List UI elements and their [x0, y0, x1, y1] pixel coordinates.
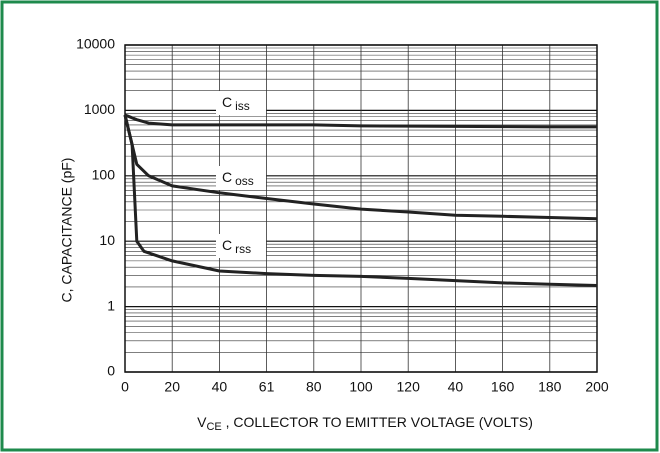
y-tick-label: 1000: [84, 101, 115, 117]
x-tick-label: 40: [212, 379, 228, 395]
x-axis-label: VCE , COLLECTOR TO EMITTER VOLTAGE (VOLT…: [197, 414, 533, 433]
y-tick-label: 10: [99, 232, 115, 248]
series-label-bg: [216, 91, 266, 115]
x-tick-label: 200: [585, 379, 609, 395]
plot-border: [124, 44, 598, 373]
series-label-main: C: [222, 94, 232, 110]
x-tick-label: 120: [397, 379, 421, 395]
series-label-sub: iss: [235, 99, 250, 113]
x-tick-label: 61: [259, 379, 275, 395]
series-label-bg: [216, 166, 266, 190]
x-tick-label: 180: [538, 379, 562, 395]
series-line: [123, 114, 598, 221]
series-label-main: C: [222, 237, 232, 253]
x-tick-label: 100: [349, 379, 373, 395]
y-tick-label: 0: [107, 363, 115, 379]
series-line: [124, 113, 597, 129]
x-label-sub: CE: [206, 421, 221, 433]
series-label-sub: rss: [235, 242, 251, 256]
series-label-sub: oss: [235, 174, 254, 188]
x-label-rest: , COLLECTOR TO EMITTER VOLTAGE (VOLTS): [222, 414, 533, 430]
series-line: [123, 114, 598, 287]
x-tick-label: 20: [164, 379, 180, 395]
x-tick-label: 40: [448, 379, 464, 395]
x-tick-label: 80: [306, 379, 322, 395]
x-tick-label: 160: [491, 379, 515, 395]
y-axis-label: C, CAPACITANCE (pF): [59, 158, 75, 303]
y-tick-label: 1: [107, 297, 115, 313]
series-label-main: C: [222, 169, 232, 185]
y-tick-label: 10000: [76, 36, 115, 52]
y-tick-label: 100: [92, 167, 116, 183]
x-label-main: V: [197, 414, 207, 430]
series-label-bg: [216, 234, 266, 258]
x-tick-label: 0: [121, 379, 129, 395]
